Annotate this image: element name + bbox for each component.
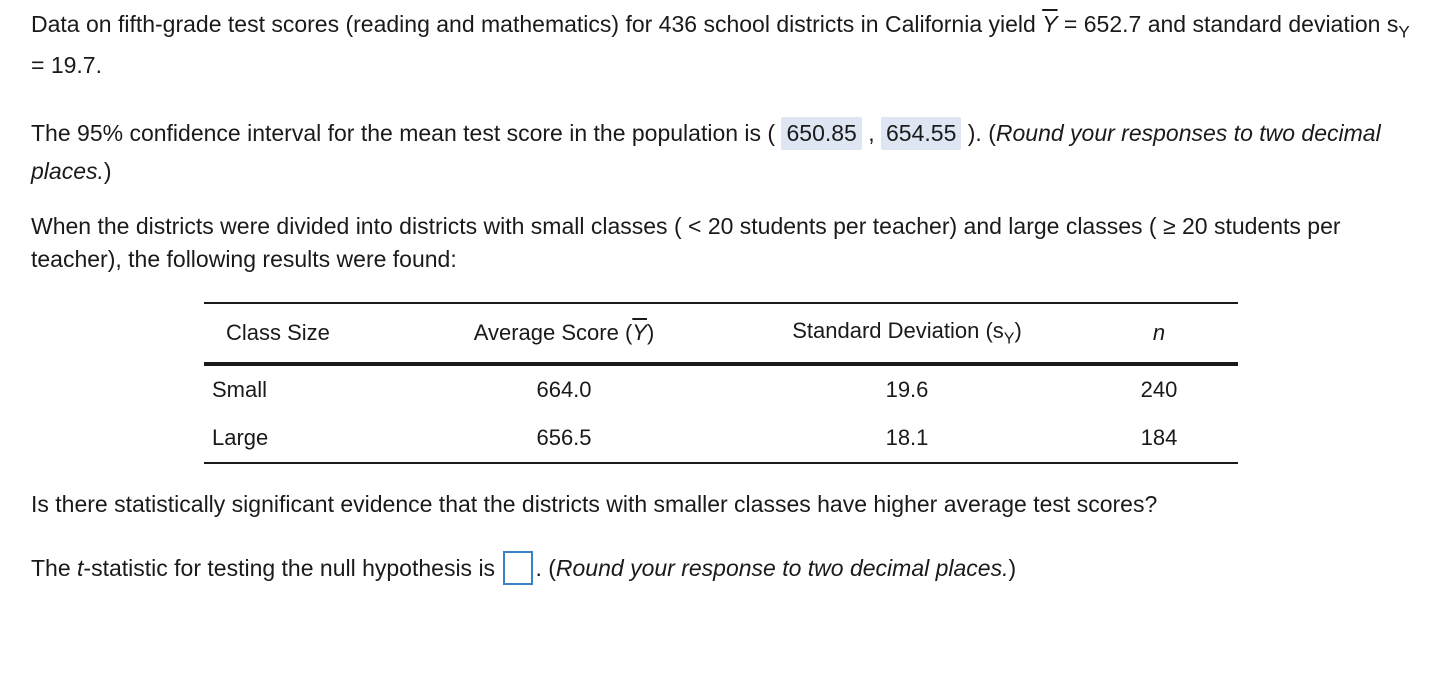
- ci-paragraph: The 95% confidence interval for the mean…: [31, 114, 1411, 190]
- ci-close-paren: ): [103, 158, 112, 184]
- cell-sd: 19.6: [885, 377, 929, 402]
- intro-paragraph: Data on fifth-grade test scores (reading…: [31, 8, 1411, 82]
- ci-upper-answer[interactable]: 654.55: [881, 117, 962, 150]
- cell-average: 664.0: [536, 377, 592, 402]
- cell-n: 184: [1140, 425, 1178, 450]
- tstat-text-b: -statistic for testing the null hypothes…: [83, 555, 502, 581]
- cell-sd: 18.1: [885, 425, 929, 450]
- intro-text-end: = 19.7.: [31, 51, 102, 78]
- tstat-answer-input[interactable]: [503, 550, 534, 585]
- header-ybar-symbol: Y: [632, 320, 647, 345]
- tstat-close-paren: ): [1008, 555, 1017, 581]
- division-paragraph: When the districts were divided into dis…: [31, 213, 1341, 272]
- tstat-text-c: . (: [535, 555, 556, 581]
- tstat-round-note: Round your response to two decimal place…: [555, 555, 1009, 581]
- cell-n: 240: [1140, 377, 1178, 402]
- header-standard-deviation: Standard Deviation (sY): [792, 317, 1022, 348]
- tstat-text: The: [31, 555, 78, 581]
- ci-text: The 95% confidence interval for the mean…: [31, 120, 782, 146]
- ci-text-close: ). (: [961, 120, 996, 146]
- sd-subscript: Y: [1398, 22, 1410, 42]
- t-symbol: t: [77, 555, 84, 581]
- header-sd-subscript: Y: [1003, 330, 1015, 348]
- header-average-score: Average Score (Y): [473, 320, 655, 345]
- results-table: Class Size Average Score (Y) Standard De…: [204, 302, 1238, 464]
- cell-class: Large: [212, 425, 269, 450]
- header-n: n: [1152, 320, 1166, 345]
- header-class-size: Class Size: [226, 320, 330, 345]
- intro-text-sd: = 652.7 and standard deviation s: [1057, 11, 1399, 37]
- ci-lower-answer[interactable]: 650.85: [781, 117, 862, 150]
- table-row: Small 664.0 19.6 240: [204, 364, 1238, 414]
- cell-average: 656.5: [536, 425, 592, 450]
- ci-round-note: Round your responses to two decimal plac…: [31, 120, 1381, 184]
- intro-text: Data on fifth-grade test scores (reading…: [31, 11, 1043, 37]
- question-paragraph: Is there statistically significant evide…: [31, 491, 1158, 517]
- table-row: Large 656.5 18.1 184: [204, 414, 1238, 463]
- cell-class: Small: [212, 377, 268, 402]
- tstat-paragraph: The t-statistic for testing the null hyp…: [31, 550, 1411, 587]
- ybar-symbol: Y: [1042, 11, 1058, 37]
- ci-separator: ,: [861, 120, 882, 146]
- table-header-row: Class Size Average Score (Y) Standard De…: [204, 303, 1238, 364]
